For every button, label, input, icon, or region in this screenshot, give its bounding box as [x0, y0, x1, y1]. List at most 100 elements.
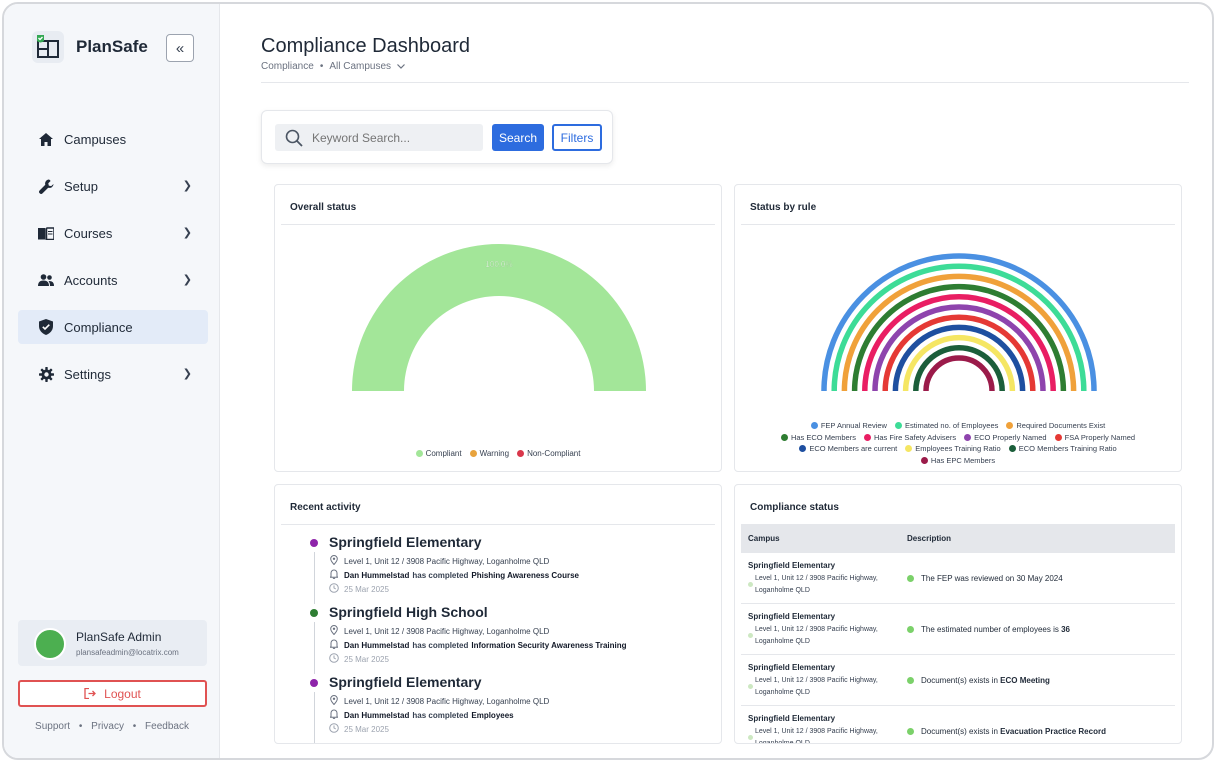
- chevron-right-icon: ❯: [182, 368, 192, 380]
- rule-ring-fep-annual-review[interactable]: [821, 253, 1097, 392]
- activity-address-text: Level 1, Unit 12 / 3908 Pacific Highway,…: [344, 556, 550, 566]
- rule-ring-required-documents-exist[interactable]: [841, 273, 1077, 392]
- rule-ring-eco-properly-named[interactable]: [872, 304, 1046, 392]
- activity-user[interactable]: Dan Hummelstad: [344, 710, 410, 720]
- activity-address: Level 1, Unit 12 / 3908 Pacific Highway,…: [329, 554, 550, 567]
- rule-ring-has-epc-members[interactable]: [923, 355, 995, 392]
- legend-item[interactable]: Compliant: [415, 449, 462, 458]
- activity-status-dot: [310, 609, 318, 617]
- activity-campus-title[interactable]: Springfield Elementary: [329, 534, 482, 550]
- row-campus-name: Springfield Elementary: [748, 714, 836, 723]
- legend-swatch: [905, 445, 913, 452]
- logout-button[interactable]: Logout: [18, 680, 207, 707]
- legend-swatch: [1008, 445, 1016, 452]
- description-text: Document(s) exists in: [921, 676, 1001, 685]
- legend-item[interactable]: FEP Annual Review: [810, 421, 887, 430]
- legend-item[interactable]: ECO Members Training Ratio: [1008, 444, 1117, 453]
- separator-dot: •: [78, 721, 83, 732]
- legend-item[interactable]: Required Documents Exist: [1006, 421, 1105, 430]
- legend-item[interactable]: ECO Members are current: [799, 444, 897, 453]
- chart-legend: FEP Annual Review Estimated no. of Employ…: [735, 421, 1181, 467]
- campus-filter-dropdown[interactable]: All Campuses: [329, 61, 405, 72]
- sidebar-item-campuses[interactable]: Campuses: [18, 122, 208, 156]
- sidebar-item-courses[interactable]: Courses ❯: [18, 216, 208, 250]
- rule-ring-has-fire-safety-advisers[interactable]: [862, 294, 1056, 392]
- clock-icon: [329, 653, 339, 665]
- plansafe-logo-icon: [32, 31, 64, 63]
- description-text: Document(s) exists in: [921, 727, 1001, 736]
- legend-swatch: [469, 450, 477, 457]
- activity-item-name[interactable]: Employees: [471, 710, 514, 720]
- rule-ring-eco-members-training-ratio[interactable]: [913, 345, 1005, 392]
- activity-user[interactable]: Dan Hummelstad: [344, 640, 410, 650]
- home-icon: [38, 131, 54, 147]
- legend-item[interactable]: Employees Training Ratio: [905, 444, 1001, 453]
- legend-item[interactable]: FSA Properly Named: [1054, 433, 1135, 442]
- feedback-link[interactable]: Feedback: [145, 721, 189, 732]
- activity-item-name[interactable]: Phishing Awareness Course: [471, 570, 579, 580]
- activity-item-name[interactable]: Information Security Awareness Training: [471, 640, 627, 650]
- legend-label: FEP Annual Review: [820, 421, 887, 430]
- filters-button[interactable]: Filters: [552, 124, 602, 151]
- legend-swatch: [920, 456, 928, 464]
- privacy-link[interactable]: Privacy: [91, 721, 124, 732]
- rule-ring-eco-members-are-current[interactable]: [892, 324, 1026, 392]
- support-link[interactable]: Support: [35, 721, 71, 732]
- breadcrumb-section[interactable]: Compliance: [261, 61, 314, 72]
- legend-item[interactable]: ECO Properly Named: [964, 433, 1047, 442]
- sidebar-item-accounts[interactable]: Accounts ❯: [18, 263, 208, 297]
- collapse-sidebar-button[interactable]: «: [166, 34, 194, 62]
- chevron-right-icon: ❯: [182, 180, 192, 192]
- compliance-status-card: Compliance status Campus Description Spr…: [734, 484, 1182, 744]
- search-input[interactable]: [312, 130, 472, 145]
- sidebar-item-setup[interactable]: Setup ❯: [18, 169, 208, 203]
- card-divider: [281, 224, 715, 225]
- sidebar-item-settings[interactable]: Settings ❯: [18, 357, 208, 391]
- table-row[interactable]: Springfield Elementary Level 1, Unit 12 /…: [741, 604, 1175, 655]
- address-marker: [748, 735, 753, 740]
- legend-swatch: [780, 433, 788, 441]
- bell-icon: [328, 569, 340, 581]
- sidebar-item-compliance[interactable]: Compliance: [18, 310, 208, 344]
- bell-icon: [328, 639, 340, 651]
- activity-date: 25 Mar 2025: [329, 723, 389, 735]
- legend-item[interactable]: Non-Compliant: [517, 449, 580, 458]
- search-box[interactable]: [275, 124, 483, 151]
- legend-label: Has EPC Members: [930, 455, 996, 465]
- legend-item[interactable]: Has EPC Members: [920, 455, 996, 465]
- overall-status-card: Overall status 100.0% Compliant Warning No…: [274, 184, 722, 472]
- clock-icon: [329, 583, 339, 595]
- legend-row: ECO Members are current Employees Trainin…: [735, 444, 1181, 456]
- legend-item[interactable]: Has ECO Members: [780, 433, 856, 442]
- separator-dot: •: [319, 61, 324, 72]
- activity-date: 25 Mar 2025: [329, 583, 389, 595]
- user-card[interactable]: PlanSafe Admin plansafeadmin@locatrix.co…: [18, 620, 207, 666]
- timeline-line: [314, 552, 315, 604]
- row-campus-name: Springfield Elementary: [748, 663, 836, 672]
- brand[interactable]: PlanSafe: [32, 31, 148, 63]
- sidebar-nav: Campuses Setup ❯ Courses ❯ Acco: [18, 122, 208, 404]
- table-row[interactable]: Springfield Elementary Level 1, Unit 12 /…: [741, 706, 1175, 743]
- rule-ring-employees-training-ratio[interactable]: [902, 334, 1016, 392]
- rule-ring-fsa-properly-named[interactable]: [882, 314, 1036, 392]
- legend-item[interactable]: Has Fire Safety Advisers: [863, 433, 956, 442]
- gauge-slice-compliant[interactable]: [352, 244, 646, 391]
- table-row[interactable]: Springfield Elementary Level 1, Unit 12 /…: [741, 655, 1175, 706]
- legend-row: Has EPC Members: [735, 456, 1181, 468]
- activity-date-text: 25 Mar 2025: [344, 654, 389, 664]
- activity-user[interactable]: Dan Hummelstad: [344, 570, 410, 580]
- compliant-status-dot: [907, 728, 914, 735]
- breadcrumb: Compliance • All Campuses: [261, 61, 405, 72]
- row-description: The estimated number of employees is 36: [907, 625, 1070, 634]
- table-row[interactable]: Springfield Elementary Level 1, Unit 12 /…: [741, 553, 1175, 604]
- rule-ring-estimated-no-of-employees[interactable]: [831, 263, 1087, 392]
- legend-swatch: [810, 422, 818, 429]
- search-button[interactable]: Search: [492, 124, 544, 151]
- legend-item[interactable]: Warning: [469, 449, 509, 458]
- legend-item[interactable]: Estimated no. of Employees: [894, 421, 998, 430]
- rule-ring-has-eco-members[interactable]: [851, 283, 1067, 392]
- activity-campus-title[interactable]: Springfield Elementary: [329, 674, 482, 690]
- card-divider: [281, 524, 715, 525]
- activity-campus-title[interactable]: Springfield High School: [329, 604, 488, 620]
